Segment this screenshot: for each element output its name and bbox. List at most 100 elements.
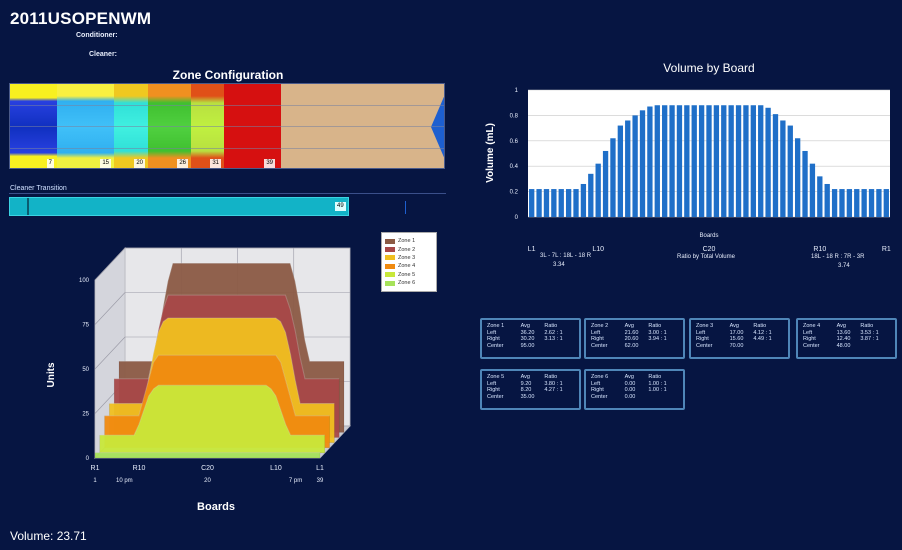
legend-item: Zone 6 — [385, 279, 433, 287]
volume-bar — [617, 125, 624, 217]
legend-swatch — [385, 238, 395, 244]
zone-stat-cell — [544, 394, 574, 401]
zone-boundary-label: 7 — [46, 159, 54, 168]
volume-bar — [787, 125, 793, 217]
zone-stats-box: Zone 5 Avg Ratio Left 9.20 3.80 : 1 Right 8.20 4… — [480, 369, 581, 410]
zone-stat-cell: Center — [487, 394, 504, 401]
volume-bar — [713, 105, 720, 217]
zone-stat-cell: 20.60 — [624, 336, 639, 343]
volume-bar — [639, 110, 646, 217]
zone-stat-cell: 62.00 — [624, 343, 639, 350]
volume-bar — [698, 105, 705, 217]
legend-label: Zone 5 — [398, 271, 416, 278]
zone-stat-cell: Left — [591, 380, 601, 387]
cleaner-transition-track[interactable] — [349, 197, 446, 216]
volume-bar — [824, 183, 830, 217]
legend-label: Zone 4 — [398, 263, 416, 270]
zone-stats-box: Zone 6 Avg Ratio Left 0.00 1.00 : 1 Right 0.00 1… — [584, 369, 685, 410]
y-tick-label: 0.2 — [510, 190, 519, 196]
zone-stat-cell: Center — [591, 394, 608, 401]
zone-stat-cell — [753, 343, 783, 350]
zone-stat-cell: Left — [696, 329, 706, 336]
ratio-right-text: 18L - 18 R : 7R - 3R — [811, 254, 865, 260]
volume-bar — [750, 105, 756, 217]
x-tick-label: L1 — [528, 246, 536, 253]
zone-stat-cell: Left — [487, 380, 497, 387]
volume-by-board-chart: 0 0.2 0.4 0.6 0.8 1 L1 L10 C20 R10 R1 Volume (mL)… — [485, 88, 891, 253]
zone-stat-cell: Avg — [729, 323, 739, 329]
volume-bar — [706, 105, 712, 217]
zone-stat-cell: Zone 1 — [487, 323, 505, 329]
x-tick-label: C20 — [201, 465, 214, 472]
volume-bar — [743, 105, 749, 217]
zone-stat-cell: 15.60 — [729, 336, 744, 343]
zone-boundary-label: 20 — [134, 159, 145, 168]
volume-bar — [669, 105, 675, 217]
volume-by-board-title: Volume by Board — [663, 61, 755, 75]
zone-stat-cell: Center — [696, 343, 713, 350]
volume-bar — [676, 105, 683, 217]
y-tick-label: 0.4 — [510, 164, 519, 170]
zone-stat-cell: Right — [487, 387, 500, 394]
zone-boundary-label: 15 — [100, 159, 111, 168]
zone-stat-cell: 9.20 — [520, 380, 532, 387]
volume-bar — [580, 183, 587, 217]
cleaner-transition-handle[interactable] — [27, 198, 29, 215]
zone-stat-cell: 0.00 — [624, 394, 636, 401]
x-tick-label: L1 — [316, 465, 324, 472]
zone-stat-cell: Ratio — [544, 374, 558, 380]
zone-stat-cell: 35.00 — [520, 394, 535, 401]
volume-bar — [654, 105, 660, 217]
x-subtick-label: 39 — [317, 478, 324, 484]
legend-item: Zone 1 — [385, 237, 433, 245]
units-legend: Zone 1 Zone 2 Zone 3 Zone 4 Zone 5 Zone 6 — [381, 232, 437, 292]
legend-swatch — [385, 272, 395, 278]
zone-stat-cell: 3.87 : 1 — [860, 336, 879, 343]
zone-configuration-panel[interactable]: 7 15 20 26 31 39 — [9, 83, 445, 169]
zone-stat-cell: Left — [487, 329, 497, 336]
zone-stat-cell: 8.20 — [520, 387, 532, 394]
x-tick-label: R10 — [813, 246, 826, 253]
zone-stat-cell — [648, 343, 678, 350]
zone-stat-cell: 30.20 — [520, 336, 535, 343]
zone-stat-cell: Center — [803, 343, 820, 350]
x-tick-label: L10 — [592, 246, 604, 253]
zone-stat-cell: Zone 6 — [591, 374, 609, 380]
zone-stats-box: Zone 2 Avg Ratio Left 21.60 3.00 : 1 Right 20.6… — [584, 318, 685, 359]
x-subtick-label: 7 pm — [289, 478, 302, 484]
zone-stat-cell: 3.53 : 1 — [860, 329, 879, 336]
y-tick-label: 0.8 — [510, 113, 519, 119]
zone-stats-box: Zone 3 Avg Ratio Left 17.00 4.12 : 1 Right 15.6… — [689, 318, 790, 359]
zone-stat-cell: 48.00 — [836, 343, 851, 350]
zone-stat-cell: 1.00 : 1 — [648, 380, 667, 387]
zone-stat-cell: 1.00 : 1 — [648, 387, 667, 394]
volume-bar — [551, 189, 557, 217]
zone-stat-cell: Right — [487, 336, 500, 343]
legend-item: Zone 3 — [385, 254, 433, 262]
zone-stat-cell: 17.00 — [729, 329, 744, 336]
zone-stat-cell: 3.80 : 1 — [544, 380, 563, 387]
volume-bar — [846, 189, 853, 217]
zone-stat-cell: 3.94 : 1 — [648, 336, 667, 343]
zone-stat-cell: 3.00 : 1 — [648, 329, 667, 336]
volume-bar — [662, 105, 668, 217]
zone-stat-cell: Avg — [520, 323, 530, 329]
zone-stat-cell: Zone 4 — [803, 323, 821, 329]
volume-bar — [839, 189, 845, 217]
zone-configuration-title: Zone Configuration — [172, 68, 284, 82]
volume-bar — [765, 107, 771, 217]
zone-stat-cell: 4.12 : 1 — [753, 329, 772, 336]
volume-bar — [565, 189, 572, 217]
legend-swatch — [385, 247, 395, 253]
conditioner-label: Conditioner: — [76, 32, 118, 39]
volume-bar — [780, 120, 786, 217]
volume-bar — [595, 163, 601, 217]
volume-bar — [854, 189, 860, 217]
y-tick-label: 0 — [515, 215, 519, 221]
legend-item: Zone 5 — [385, 271, 433, 279]
volume-bar — [868, 189, 875, 217]
volume-bar — [573, 189, 579, 217]
y-axis-label: Volume (mL) — [485, 123, 496, 183]
cleaner-transition-bar[interactable] — [9, 197, 349, 216]
zone-stat-cell: 12.40 — [836, 336, 851, 343]
